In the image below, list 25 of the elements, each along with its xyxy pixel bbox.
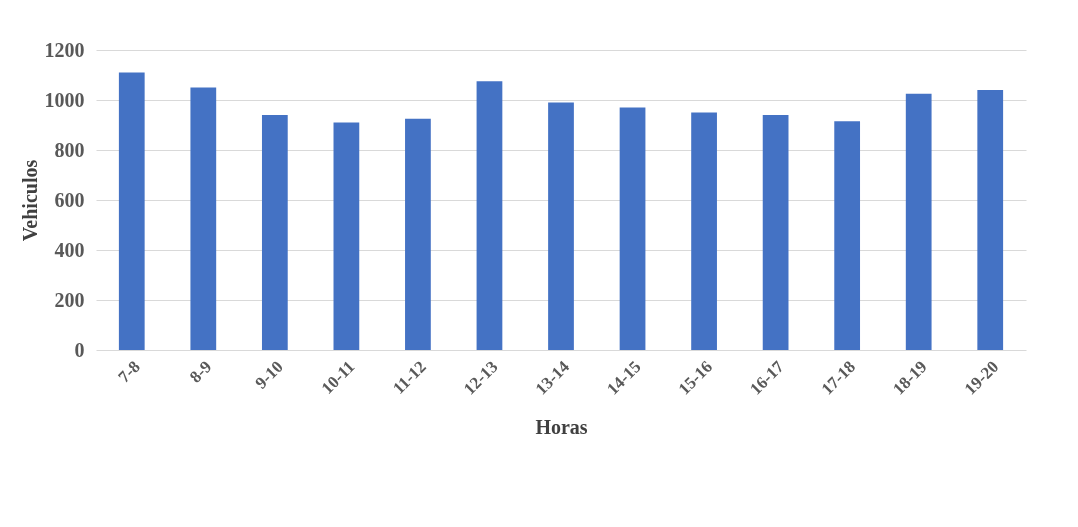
y-tick-label: 0	[74, 338, 85, 361]
bar	[762, 115, 789, 350]
y-tick-label: 1200	[44, 38, 85, 61]
y-tick-label: 400	[54, 238, 85, 261]
bar	[905, 93, 932, 350]
x-axis-title: Horas	[535, 415, 588, 438]
y-axis-title: Vehiculos	[18, 159, 41, 242]
bar	[619, 107, 646, 350]
x-tick-label: 9-10	[251, 357, 287, 393]
y-tick-label: 800	[54, 138, 85, 161]
y-tick-label: 1000	[44, 88, 85, 111]
y-tick-label: 600	[54, 188, 85, 211]
bar	[333, 122, 360, 350]
bar	[405, 118, 431, 350]
bar	[834, 121, 861, 350]
y-tick-label: 200	[54, 288, 85, 311]
bar	[548, 102, 574, 350]
bar	[261, 115, 288, 350]
x-tick-label: 7-8	[114, 357, 144, 387]
bar	[190, 87, 217, 350]
bar	[476, 81, 503, 350]
bar	[118, 72, 145, 350]
x-tick-label: 8-9	[185, 357, 216, 387]
bar	[977, 90, 1004, 350]
bar	[691, 112, 717, 350]
